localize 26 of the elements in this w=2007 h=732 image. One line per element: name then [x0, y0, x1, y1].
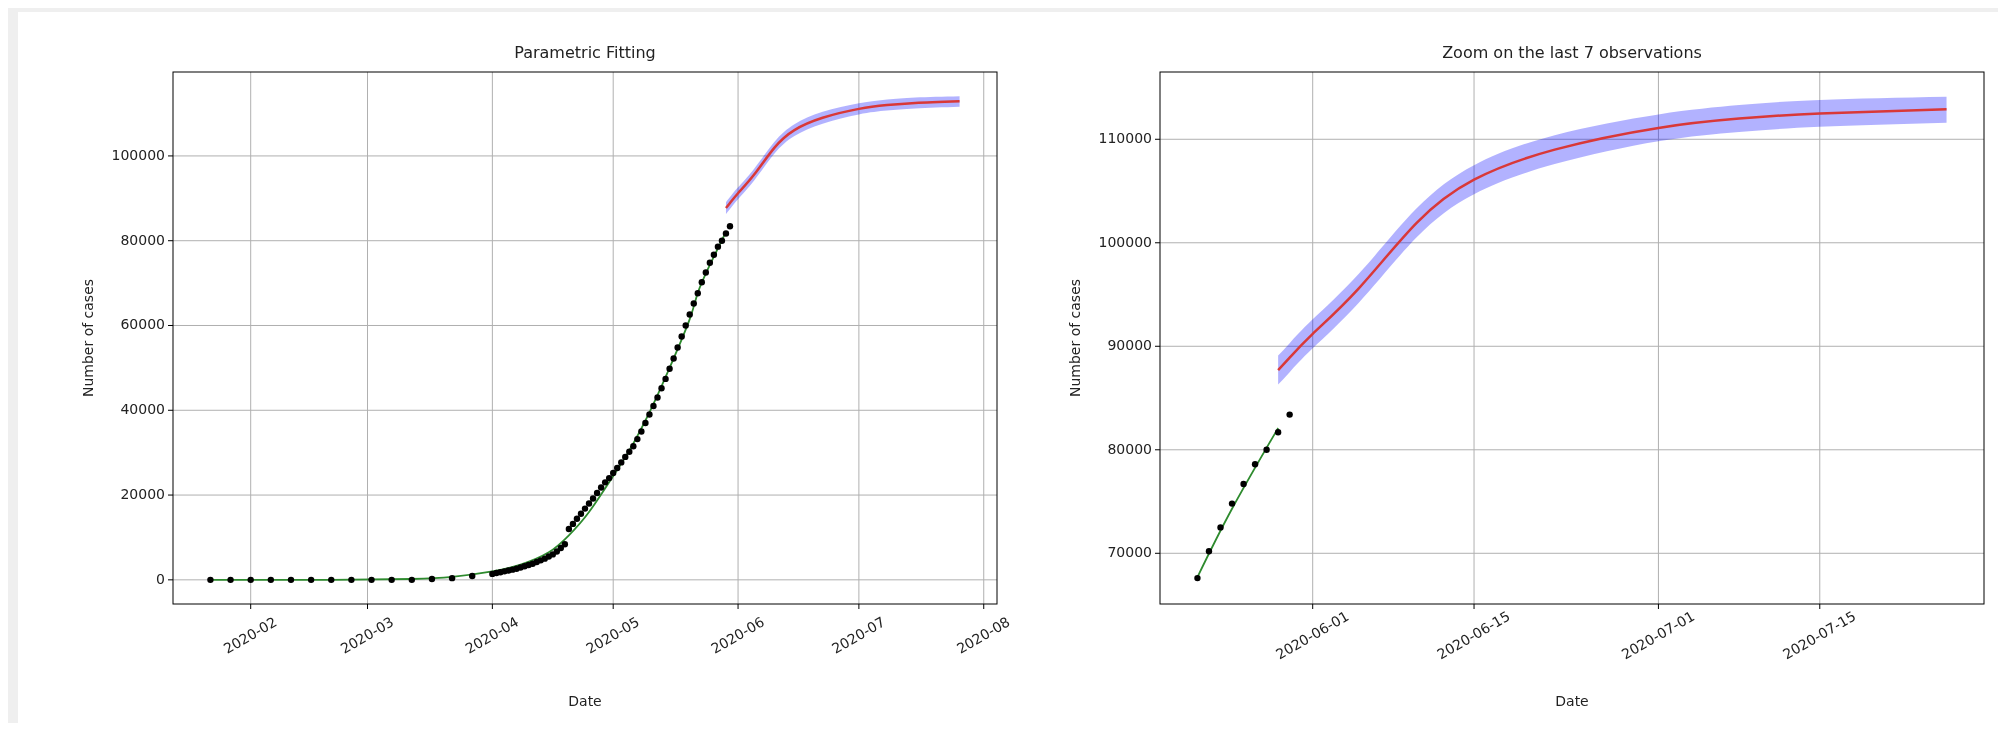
point — [1251, 461, 1259, 468]
y-tick-label: 110000 — [1098, 130, 1152, 147]
point — [1217, 524, 1224, 531]
y-tick-label: 0 — [156, 570, 165, 587]
y-tick-label: 90000 — [1107, 337, 1152, 354]
point — [1205, 548, 1213, 555]
point — [1194, 574, 1201, 582]
y-tick-label: 70000 — [1107, 544, 1152, 561]
y-tick-label: 20000 — [120, 486, 165, 503]
chart-title: Parametric Fitting — [514, 43, 656, 62]
y-tick-label: 80000 — [1107, 440, 1152, 457]
point — [1274, 428, 1282, 436]
y-tick-label: 40000 — [120, 401, 165, 418]
y-tick-label: 60000 — [120, 316, 165, 333]
point — [1263, 446, 1270, 453]
y-axis-title: Number of cases — [80, 278, 96, 398]
y-tick-label: 100000 — [111, 146, 165, 163]
x-axis-title: Date — [1555, 693, 1589, 709]
chart-title: Zoom on the last 7 observations — [1442, 43, 1702, 62]
point — [1228, 500, 1236, 507]
point — [1286, 411, 1293, 418]
y-tick-label: 100000 — [1098, 233, 1152, 250]
y-tick-label: 80000 — [120, 231, 165, 248]
x-axis-title: Date — [568, 693, 602, 709]
point — [1240, 480, 1247, 488]
y-axis-title: Number of cases — [1067, 278, 1083, 398]
